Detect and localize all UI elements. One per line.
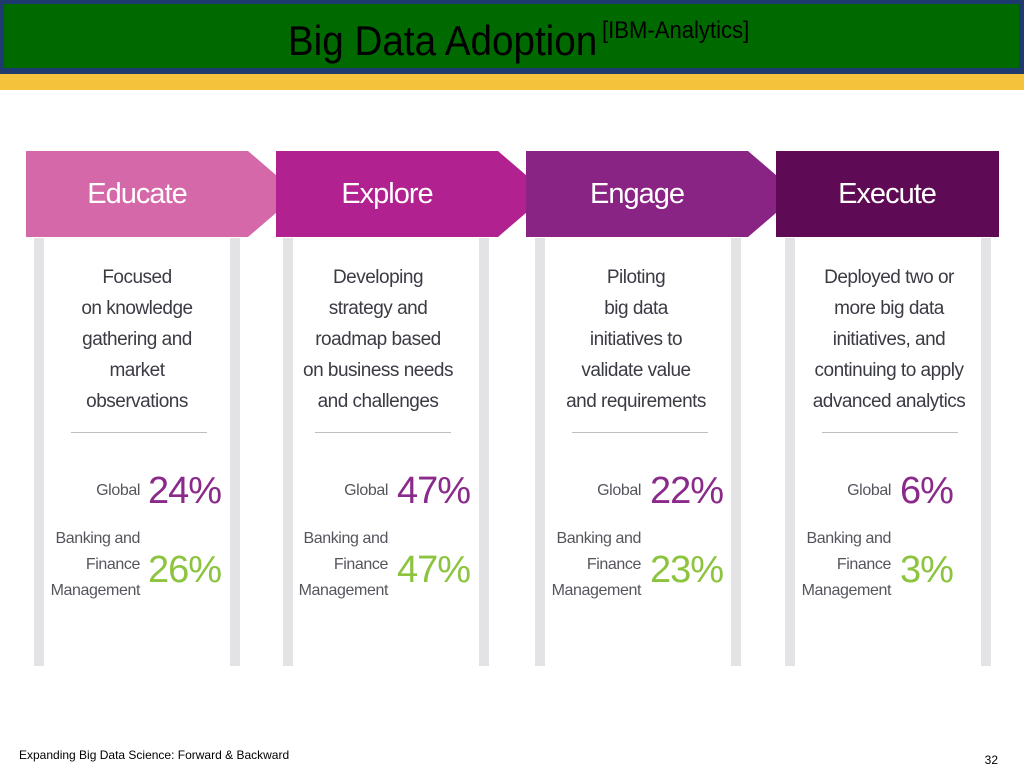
explore-global-label: Global — [344, 482, 388, 499]
execute-banking-label: Banking and Finance Management — [791, 526, 892, 604]
educate-banking-value: 26% — [148, 549, 222, 591]
desc-line: initiatives, and — [832, 329, 946, 350]
desc-line: on business needs — [303, 360, 453, 381]
label-line: Banking and — [806, 530, 891, 547]
divider — [822, 432, 958, 433]
execute-description: Deployed two or more big data initiative… — [786, 262, 992, 417]
explore-banking-value: 47% — [397, 549, 471, 591]
engage-description: Piloting big data initiatives to validat… — [533, 262, 739, 417]
label-line: Banking and — [303, 530, 388, 547]
educate-panel — [34, 238, 240, 666]
label-line: Management — [50, 582, 141, 599]
label-line: Finance — [836, 556, 892, 573]
accent-bar — [0, 74, 1024, 90]
desc-line: roadmap based — [315, 329, 441, 350]
label-line: Management — [801, 582, 892, 599]
explore-global-value: 47% — [397, 470, 471, 512]
execute-panel — [785, 238, 991, 666]
desc-line: Focused — [102, 267, 172, 288]
execute-box — [776, 151, 999, 237]
label-line: Finance — [586, 556, 642, 573]
explore-arrow-shape — [276, 151, 548, 237]
label-line: Finance — [333, 556, 389, 573]
execute-global-label: Global — [847, 482, 891, 499]
desc-line: and requirements — [566, 391, 706, 412]
slide-title-source: [IBM-Analytics] — [601, 17, 749, 44]
educate-banking-label: Banking and Finance Management — [40, 526, 141, 604]
divider — [71, 432, 207, 433]
desc-line: on knowledge — [81, 298, 193, 319]
divider — [315, 432, 451, 433]
title-bar: Big Data Adoption [IBM-Analytics] — [0, 0, 1024, 74]
desc-line: more big data — [834, 298, 944, 319]
execute-banking-value: 3% — [900, 549, 954, 591]
explore-description: Developing strategy and roadmap based on… — [275, 262, 481, 417]
engage-global-value: 22% — [650, 470, 724, 512]
desc-line: validate value — [581, 360, 691, 381]
educate-global-value: 24% — [148, 470, 222, 512]
execute-box-shape — [776, 151, 999, 237]
educate-global-label: Global — [96, 482, 140, 499]
label-line: Finance — [85, 556, 141, 573]
engage-panel — [535, 238, 741, 666]
engage-label: Engage — [590, 177, 685, 210]
engage-banking-value: 23% — [650, 549, 724, 591]
footer-text: Expanding Big Data Science: Forward & Ba… — [19, 748, 290, 762]
desc-line: Piloting — [606, 267, 666, 288]
desc-line: Developing — [332, 267, 424, 288]
engage-banking-label: Banking and Finance Management — [541, 526, 642, 604]
desc-line: big data — [604, 298, 668, 319]
slide-title: Big Data Adoption — [288, 17, 598, 64]
explore-banking-label: Banking and Finance Management — [288, 526, 389, 604]
explore-arrow — [276, 151, 548, 237]
educate-description: Focused on knowledge gathering and marke… — [34, 262, 240, 417]
desc-line: continuing to apply — [814, 360, 964, 381]
engage-arrow — [526, 151, 798, 237]
label-line: Banking and — [556, 530, 641, 547]
label-line: Banking and — [55, 530, 140, 547]
title-wrapper: Big Data Adoption [IBM-Analytics] — [4, 4, 1019, 68]
educate-arrow-shape — [26, 151, 298, 237]
execute-global-value: 6% — [900, 470, 954, 512]
desc-line: market — [109, 360, 165, 381]
educate-arrow — [26, 151, 298, 237]
engage-arrow-shape — [526, 151, 798, 237]
page-number: 32 — [984, 753, 998, 767]
desc-line: gathering and — [82, 329, 192, 350]
title-panel: Big Data Adoption [IBM-Analytics] — [4, 4, 1019, 68]
divider — [572, 432, 708, 433]
desc-line: advanced analytics — [812, 391, 966, 412]
execute-label: Execute — [838, 177, 937, 210]
educate-label: Educate — [87, 177, 187, 210]
label-line: Management — [298, 582, 389, 599]
label-line: Management — [551, 582, 642, 599]
explore-panel — [283, 238, 489, 666]
desc-line: strategy and — [328, 298, 428, 319]
desc-line: observations — [86, 391, 188, 412]
engage-global-label: Global — [597, 482, 641, 499]
explore-label: Explore — [341, 177, 433, 210]
desc-line: Deployed two or — [824, 267, 954, 288]
desc-line: and challenges — [317, 391, 439, 412]
desc-line: initiatives to — [589, 329, 683, 350]
